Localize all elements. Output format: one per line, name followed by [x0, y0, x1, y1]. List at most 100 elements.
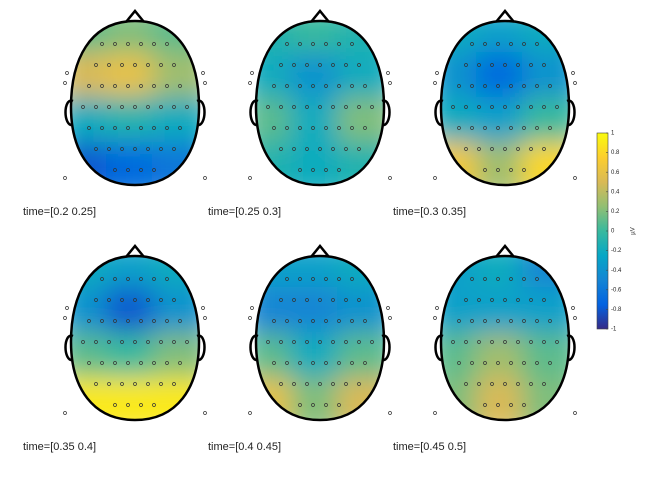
panel-label: time=[0.35 0.4]	[23, 441, 96, 453]
electrode	[133, 298, 137, 302]
topo-map	[441, 21, 569, 185]
colorbar-tick-label: -0.8	[611, 307, 622, 313]
panel-label: time=[0.45 0.5]	[393, 441, 466, 453]
electrode	[272, 126, 276, 130]
electrode	[464, 340, 468, 344]
electrode	[433, 316, 437, 320]
electrode	[503, 298, 507, 302]
electrode	[292, 63, 296, 67]
electrode	[357, 298, 361, 302]
electrode	[311, 168, 315, 172]
ear	[249, 334, 259, 362]
electrode	[470, 319, 474, 323]
electrode	[113, 361, 117, 365]
electrode	[100, 319, 104, 323]
electrode	[357, 105, 361, 109]
electrode	[146, 105, 150, 109]
electrode	[370, 105, 374, 109]
electrode	[113, 42, 117, 46]
electrode	[178, 361, 182, 365]
electrode	[388, 316, 392, 320]
electrode	[548, 319, 552, 323]
electrode	[318, 147, 322, 151]
electrode	[350, 277, 354, 281]
electrode	[298, 126, 302, 130]
electrode	[298, 168, 302, 172]
electrode	[279, 340, 283, 344]
electrode	[113, 168, 117, 172]
electrode	[63, 81, 67, 85]
electrode	[100, 277, 104, 281]
electrode	[120, 147, 124, 151]
electrode	[470, 42, 474, 46]
electrode	[457, 126, 461, 130]
electrode	[63, 411, 67, 415]
colorbar-tick-label: -1	[611, 327, 617, 333]
electrode	[535, 319, 539, 323]
electrode	[490, 382, 494, 386]
electrode	[331, 340, 335, 344]
electrode	[146, 298, 150, 302]
electrode	[305, 382, 309, 386]
electrode	[272, 319, 276, 323]
electrode	[139, 403, 143, 407]
electrode	[503, 340, 507, 344]
electrode	[496, 126, 500, 130]
electrode	[113, 277, 117, 281]
electrode	[139, 277, 143, 281]
electrode	[159, 298, 163, 302]
electrode	[292, 298, 296, 302]
electrode	[292, 105, 296, 109]
colorbar-tick-label: 0	[611, 229, 615, 235]
electrode	[522, 277, 526, 281]
ear	[196, 334, 206, 362]
electrode	[113, 403, 117, 407]
electrode	[573, 316, 577, 320]
electrode	[363, 319, 367, 323]
panel-label: time=[0.25 0.3]	[208, 206, 281, 218]
electrode	[535, 126, 539, 130]
electrode	[292, 340, 296, 344]
ear	[566, 99, 576, 127]
electrode	[529, 340, 533, 344]
head-outline	[69, 254, 201, 422]
electrode	[464, 298, 468, 302]
nose	[125, 9, 145, 23]
electrode	[279, 63, 283, 67]
electrode	[435, 71, 439, 75]
electrode	[337, 126, 341, 130]
electrode	[464, 382, 468, 386]
head-outline	[439, 254, 571, 422]
electrode	[107, 147, 111, 151]
electrode	[573, 176, 577, 180]
electrode	[331, 382, 335, 386]
electrode	[529, 298, 533, 302]
electrode	[318, 340, 322, 344]
electrode	[126, 84, 130, 88]
electrode	[548, 126, 552, 130]
colorbar-tick-label: 0.2	[611, 209, 620, 215]
electrode	[483, 126, 487, 130]
electrode	[542, 382, 546, 386]
electrode	[126, 168, 130, 172]
electrode	[94, 298, 98, 302]
electrode	[451, 340, 455, 344]
electrode	[113, 84, 117, 88]
electrode	[509, 277, 513, 281]
electrode	[266, 340, 270, 344]
electrode	[542, 147, 546, 151]
electrode	[386, 71, 390, 75]
electrode	[311, 277, 315, 281]
electrode	[292, 147, 296, 151]
electrode	[535, 84, 539, 88]
electrode	[133, 382, 137, 386]
electrode	[470, 84, 474, 88]
electrode	[172, 382, 176, 386]
electrode	[477, 63, 481, 67]
electrode	[178, 126, 182, 130]
electrode	[490, 298, 494, 302]
electrode	[159, 105, 163, 109]
head-outline	[69, 19, 201, 187]
electrode	[344, 105, 348, 109]
electrode	[120, 105, 124, 109]
